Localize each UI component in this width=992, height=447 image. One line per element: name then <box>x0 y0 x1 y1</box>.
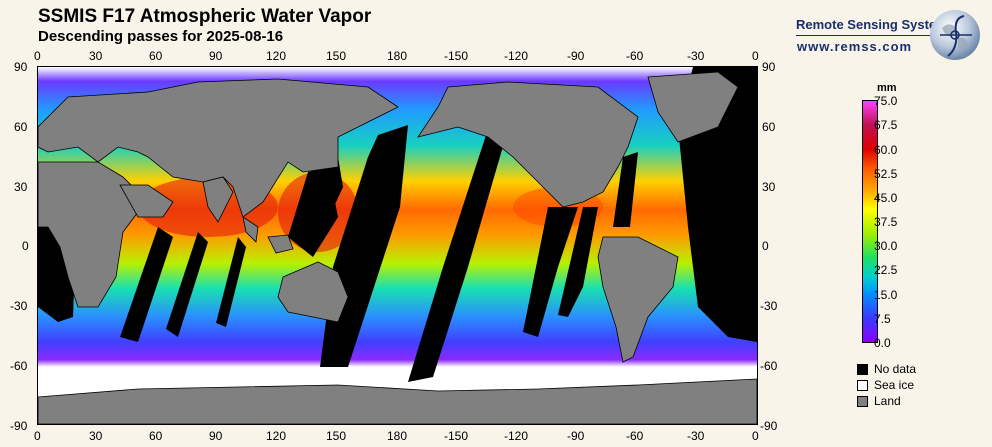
lon-label-bottom: 30 <box>89 429 103 443</box>
colorbar-tick: 75.0 <box>874 94 898 108</box>
globe-logo-icon <box>930 10 980 60</box>
lon-label-top: 30 <box>89 49 103 63</box>
lat-label-right: -90 <box>760 419 778 433</box>
colorbar-tick: 52.5 <box>874 167 898 181</box>
map-canvas <box>38 67 757 424</box>
lat-label-left: 60 <box>14 120 28 134</box>
lon-label-bottom: -150 <box>444 429 469 443</box>
map-title: SSMIS F17 Atmospheric Water Vapor <box>38 6 372 27</box>
brand-name: Remote Sensing Systems <box>796 17 955 32</box>
colorbar-tick: 45.0 <box>874 191 898 205</box>
lon-label-top: 60 <box>149 49 163 63</box>
lon-label-bottom: 120 <box>266 429 287 443</box>
lon-label-top: -30 <box>687 49 705 63</box>
lon-label-top: -90 <box>567 49 585 63</box>
lon-label-top: -120 <box>504 49 529 63</box>
lon-label-bottom: -90 <box>567 429 585 443</box>
colorbar-tick: 67.5 <box>874 118 898 132</box>
colorbar-tick: 30.0 <box>874 239 898 253</box>
lon-label-top: 120 <box>266 49 287 63</box>
lat-label-right: -30 <box>760 299 778 313</box>
lat-label-right: 60 <box>762 120 776 134</box>
brand-divider <box>796 35 948 36</box>
lon-label-top: -150 <box>444 49 469 63</box>
land-masses <box>38 71 757 424</box>
colorbar-tick: 15.0 <box>874 288 898 302</box>
legend-label-land: Land <box>874 394 901 408</box>
lat-label-right: -60 <box>760 359 778 373</box>
lon-label-bottom: 150 <box>326 429 347 443</box>
colorbar <box>862 100 878 343</box>
lon-label-bottom: 0 <box>34 429 41 443</box>
map-subtitle: Descending passes for 2025-08-16 <box>38 28 284 45</box>
colorbar-tick: 0.0 <box>874 336 891 350</box>
legend-label-no-data: No data <box>874 362 917 376</box>
colorbar-tick: 60.0 <box>874 143 898 157</box>
lon-label-bottom: 90 <box>209 429 223 443</box>
lon-label-top: 90 <box>209 49 223 63</box>
colorbar-tick: 22.5 <box>874 263 898 277</box>
lon-label-top: 0 <box>752 49 759 63</box>
lon-label-top: 180 <box>387 49 408 63</box>
lat-label-left: -30 <box>10 299 28 313</box>
brand-url[interactable]: www.remss.com <box>797 39 913 54</box>
lat-label-left: 30 <box>14 180 28 194</box>
lat-label-right: 0 <box>762 239 769 253</box>
lon-label-top: 0 <box>34 49 41 63</box>
legend-swatch-sea-ice <box>857 380 868 391</box>
water-vapor-map <box>37 66 758 425</box>
lat-label-right: 30 <box>762 180 776 194</box>
legend-label-sea-ice: Sea ice <box>874 378 915 392</box>
legend-swatch-land <box>857 396 868 407</box>
lon-label-bottom: -30 <box>687 429 705 443</box>
colorbar-tick: 37.5 <box>874 215 898 229</box>
lon-label-bottom: -60 <box>626 429 644 443</box>
lat-label-left: 90 <box>14 60 28 74</box>
colorbar-tick: 7.5 <box>874 312 891 326</box>
lat-label-left: -60 <box>10 359 28 373</box>
lat-label-left: -90 <box>10 419 28 433</box>
legend-swatch-no-data <box>857 364 868 375</box>
colorbar-unit: mm <box>877 82 897 94</box>
lat-label-right: 90 <box>762 60 776 74</box>
lon-label-top: 150 <box>326 49 347 63</box>
lon-label-top: -60 <box>626 49 644 63</box>
lon-label-bottom: -120 <box>504 429 529 443</box>
lon-label-bottom: 60 <box>149 429 163 443</box>
lat-label-left: 0 <box>22 239 29 253</box>
lon-label-bottom: 0 <box>752 429 759 443</box>
lon-label-bottom: 180 <box>387 429 408 443</box>
